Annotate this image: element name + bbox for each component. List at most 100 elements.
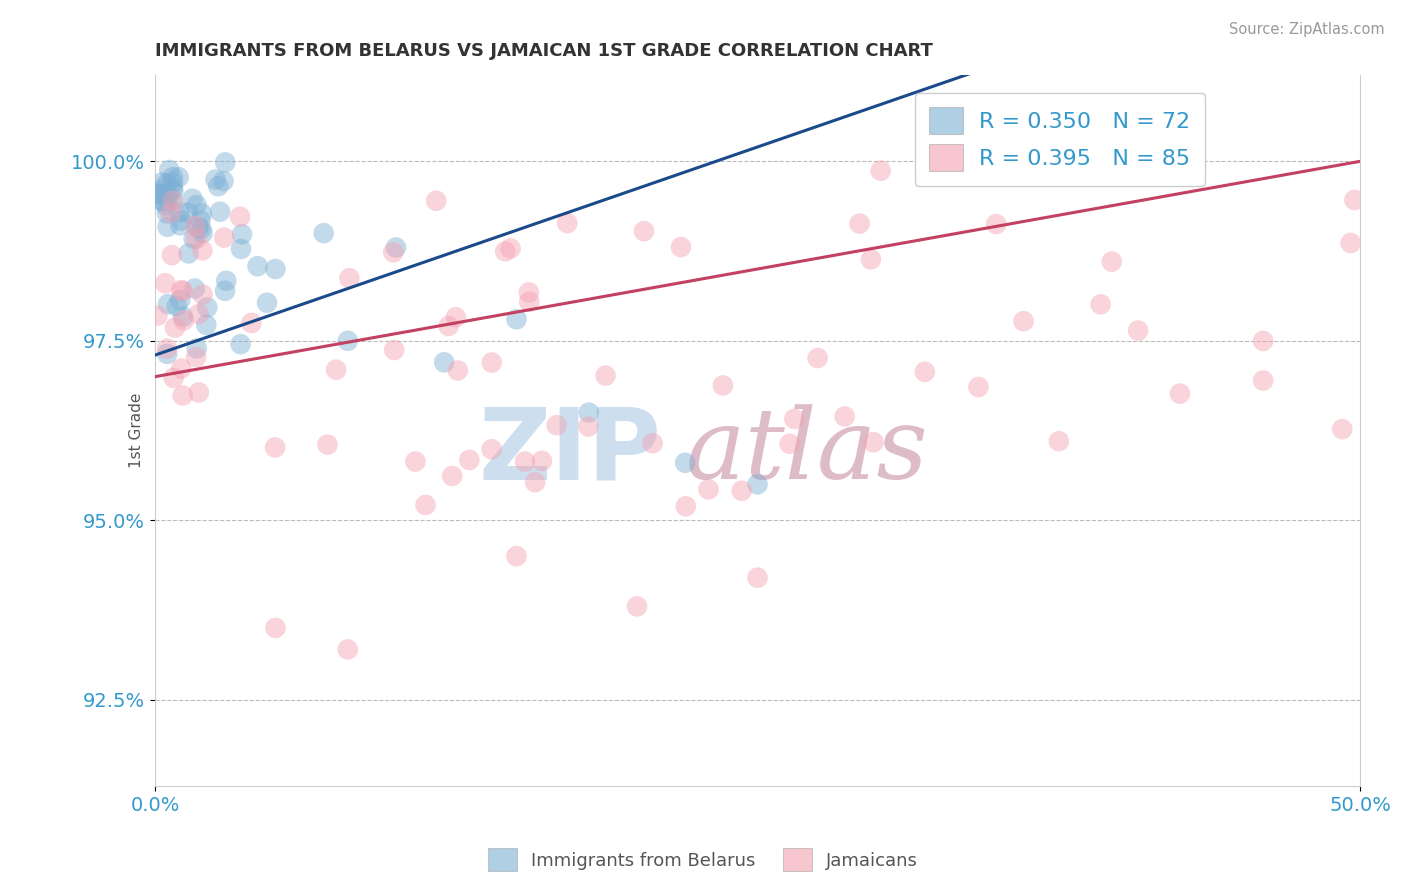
Point — [155, 177, 177, 191]
Point — [404, 454, 426, 468]
Point — [162, 194, 184, 208]
Point — [499, 242, 522, 256]
Point — [155, 277, 177, 291]
Point — [156, 297, 179, 311]
Point — [986, 217, 1008, 231]
Point — [779, 437, 801, 451]
Point — [513, 455, 536, 469]
Point — [184, 219, 207, 233]
Point — [169, 219, 191, 233]
Point — [186, 342, 208, 356]
Point — [633, 224, 655, 238]
Point — [546, 418, 568, 433]
Point — [1047, 434, 1070, 449]
Legend: R = 0.350   N = 72, R = 0.395   N = 85: R = 0.350 N = 72, R = 0.395 N = 85 — [915, 93, 1205, 186]
Point — [186, 232, 208, 246]
Point — [162, 170, 184, 185]
Point — [578, 406, 600, 420]
Point — [229, 337, 252, 351]
Point — [172, 310, 194, 324]
Point — [264, 621, 287, 635]
Point — [190, 213, 212, 227]
Point — [1251, 374, 1274, 388]
Point — [385, 240, 408, 254]
Point — [1032, 156, 1054, 170]
Point — [214, 155, 236, 169]
Point — [170, 361, 193, 376]
Point — [316, 437, 339, 451]
Point — [150, 187, 173, 202]
Point — [162, 183, 184, 197]
Point — [505, 312, 527, 326]
Point — [859, 252, 882, 267]
Point — [166, 299, 188, 313]
Point — [731, 483, 754, 498]
Point — [177, 205, 200, 219]
Point — [1012, 314, 1035, 328]
Point — [167, 170, 190, 185]
Point — [747, 571, 769, 585]
Point — [447, 363, 470, 377]
Point — [264, 262, 287, 277]
Point — [415, 498, 437, 512]
Point — [1331, 422, 1354, 436]
Point — [181, 192, 204, 206]
Point — [1340, 235, 1362, 250]
Point — [1101, 254, 1123, 268]
Point — [1126, 324, 1149, 338]
Point — [155, 199, 177, 213]
Point — [505, 549, 527, 563]
Point — [191, 244, 214, 258]
Point — [150, 194, 173, 208]
Point — [441, 469, 464, 483]
Point — [555, 216, 578, 230]
Point — [187, 220, 209, 235]
Point — [530, 454, 553, 468]
Point — [231, 227, 253, 242]
Text: atlas: atlas — [685, 404, 928, 500]
Point — [312, 226, 335, 240]
Point — [190, 222, 212, 236]
Point — [170, 213, 193, 227]
Point — [156, 206, 179, 220]
Point — [172, 388, 194, 402]
Point — [246, 259, 269, 273]
Point — [256, 295, 278, 310]
Point — [160, 248, 183, 262]
Point — [212, 230, 235, 244]
Point — [207, 179, 229, 194]
Point — [172, 284, 194, 298]
Point — [162, 181, 184, 195]
Point — [195, 301, 218, 315]
Point — [382, 245, 405, 260]
Point — [155, 187, 177, 202]
Point — [494, 244, 516, 259]
Point — [336, 334, 359, 348]
Text: ZIP: ZIP — [478, 403, 661, 500]
Point — [173, 313, 195, 327]
Point — [862, 435, 884, 450]
Point — [162, 371, 184, 385]
Point — [869, 163, 891, 178]
Point — [186, 350, 208, 364]
Point — [212, 174, 235, 188]
Point — [481, 355, 503, 369]
Point — [481, 442, 503, 457]
Point — [184, 282, 207, 296]
Point — [595, 368, 617, 383]
Point — [177, 246, 200, 260]
Point — [162, 176, 184, 190]
Point — [675, 500, 697, 514]
Point — [156, 219, 179, 234]
Y-axis label: 1st Grade: 1st Grade — [129, 392, 143, 468]
Point — [458, 453, 481, 467]
Point — [517, 294, 540, 309]
Point — [195, 318, 218, 332]
Point — [229, 210, 252, 224]
Point — [191, 287, 214, 301]
Point — [336, 642, 359, 657]
Point — [641, 436, 664, 450]
Legend: Immigrants from Belarus, Jamaicans: Immigrants from Belarus, Jamaicans — [481, 841, 925, 879]
Point — [807, 351, 830, 365]
Point — [215, 274, 238, 288]
